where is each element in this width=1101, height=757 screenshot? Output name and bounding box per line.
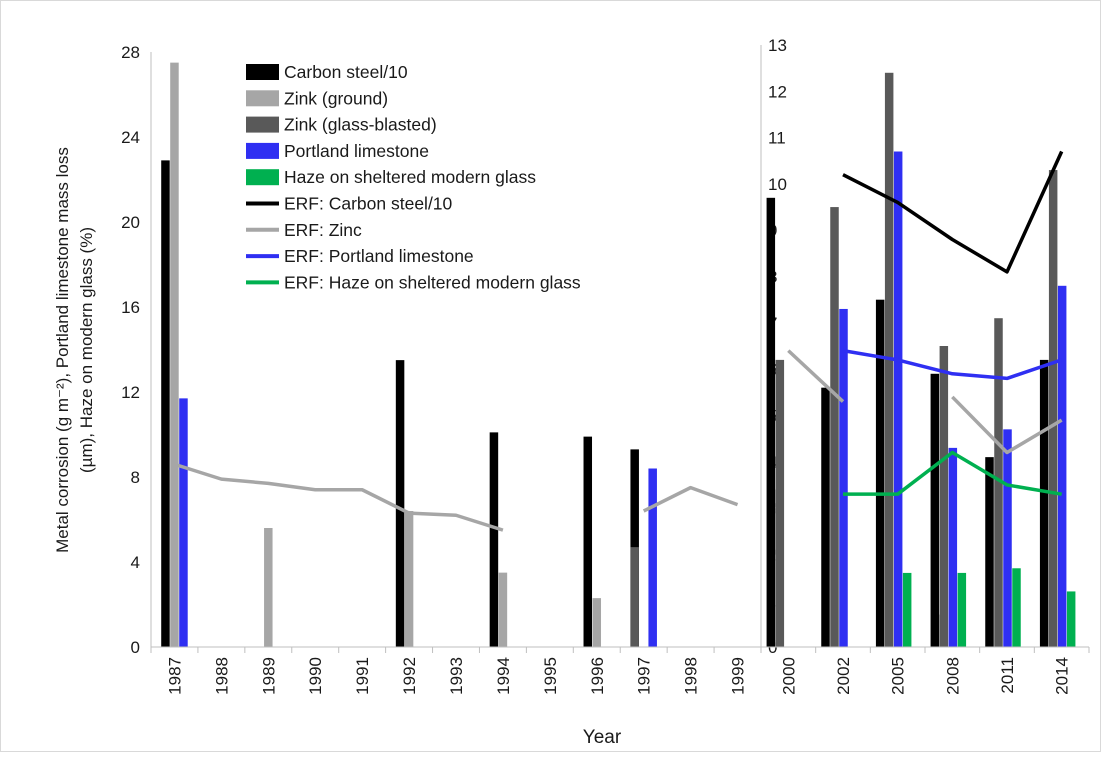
x-tick-label: 1999 [729, 657, 748, 695]
legend-label: ERF: Haze on sheltered modern glass [284, 272, 581, 292]
y-tick-label: 24 [121, 128, 140, 147]
bar-carbon-steel [583, 436, 593, 647]
bar-zink-ground [264, 528, 273, 647]
x-tick-label: 1989 [259, 657, 278, 695]
bar-zink-glass [994, 318, 1003, 647]
bar-carbon-steel [930, 373, 940, 647]
bar-carbon-steel [395, 360, 405, 647]
x-tick-label: 2002 [834, 657, 853, 695]
y-tick-label: 11 [768, 129, 786, 148]
legend-swatch-haze [246, 169, 279, 186]
legend-label: Portland limestone [284, 141, 429, 161]
bar-carbon-steel [161, 160, 170, 647]
x-tick-label: 1993 [447, 657, 466, 695]
bar-zink-ground [498, 572, 508, 647]
line-erf-zinc [173, 462, 504, 532]
bar-portland [893, 151, 903, 647]
bar-zink-glass [830, 207, 839, 648]
x-tick-label: 2005 [889, 657, 908, 695]
y-tick-label: 16 [121, 298, 140, 317]
y-tick-label: 10 [768, 175, 787, 194]
bar-portland [1003, 429, 1012, 647]
bar-carbon-steel [985, 457, 994, 647]
legend: Carbon steel/10 Zink (ground) Zink (glass-… [246, 62, 581, 292]
legend-swatch-carbon-steel [246, 64, 279, 80]
legend-label: ERF: Portland limestone [284, 246, 474, 266]
line-erf-zinc [787, 349, 845, 403]
x-tick-label: 2008 [943, 657, 962, 695]
bar-haze [902, 572, 912, 647]
bar-zink-glass [630, 547, 639, 647]
legend-label: Zink (ground) [284, 88, 388, 108]
y-axis-label: Metal corrosion (g m⁻²), Portland limest… [53, 147, 96, 553]
bar-zink-glass [1048, 170, 1058, 647]
bar-carbon-steel [875, 299, 885, 647]
y-tick-label: 20 [121, 213, 140, 232]
bar-carbon-steel [489, 432, 499, 647]
bar-zink-glass [939, 346, 949, 647]
x-tick-label: 1991 [353, 657, 372, 695]
bar-zink-ground [592, 598, 602, 647]
bar-zink-ground [170, 62, 179, 647]
y-tick-label: 4 [131, 553, 140, 572]
bar-portland [839, 308, 848, 647]
legend-label: Zink (glass-blasted) [284, 115, 437, 135]
line-erf-portland [842, 348, 1063, 381]
bar-portland [179, 398, 188, 647]
x-tick-label: 2000 [779, 657, 798, 695]
line-erf-zinc [642, 485, 739, 513]
legend-swatch-portland [246, 142, 279, 159]
bar-portland [948, 447, 958, 647]
x-tick-label: 1997 [635, 657, 654, 695]
legend-label: Carbon steel/10 [284, 62, 408, 82]
legend-swatch-zink-glass [246, 116, 279, 133]
plot-layer: 0 4 8 12 16 20 24 28 1987 1988 1989 1990 1991 1992 199… [121, 36, 1090, 695]
y-tick-label: 28 [121, 43, 140, 62]
bar-haze [1012, 568, 1021, 647]
line-erf-carbon [842, 150, 1064, 274]
y-tick-label: 8 [131, 468, 140, 487]
bar-zink-ground [404, 511, 414, 647]
legend-label: Haze on sheltered modern glass [284, 167, 536, 187]
x-tick-label: 1998 [682, 657, 701, 695]
bar-portland [648, 468, 657, 647]
line-erf-haze [843, 450, 1062, 496]
y-tick-label: 0 [131, 638, 140, 657]
x-tick-label: 1995 [541, 657, 560, 695]
legend-label: ERF: Carbon steel/10 [284, 194, 453, 214]
x-tick-label: 1996 [588, 657, 607, 695]
y-tick-label: 12 [121, 383, 140, 402]
bar-carbon-steel [766, 197, 776, 648]
bar-carbon-steel [1039, 359, 1049, 647]
y-tick-label: 12 [768, 82, 787, 101]
bar-haze [1066, 591, 1076, 647]
legend-swatch-zink-ground [246, 90, 279, 107]
x-tick-label: 2011 [998, 657, 1017, 694]
x-axis-label: Year [583, 727, 622, 748]
bar-portland [1057, 285, 1067, 647]
x-tick-label: 1987 [165, 657, 184, 695]
x-tick-label: 1988 [212, 657, 231, 695]
bar-haze [957, 572, 967, 647]
legend-label: ERF: Zinc [284, 220, 362, 240]
x-tick-label: 1992 [400, 657, 419, 695]
bar-zink-glass [775, 359, 785, 647]
x-tick-label: 2014 [1053, 657, 1072, 695]
x-tick-label: 1994 [494, 657, 513, 695]
bar-carbon-steel [821, 387, 830, 647]
line-erf-zinc [951, 395, 1063, 455]
y-tick-label: 13 [768, 36, 787, 55]
x-tick-label: 1990 [306, 657, 325, 695]
